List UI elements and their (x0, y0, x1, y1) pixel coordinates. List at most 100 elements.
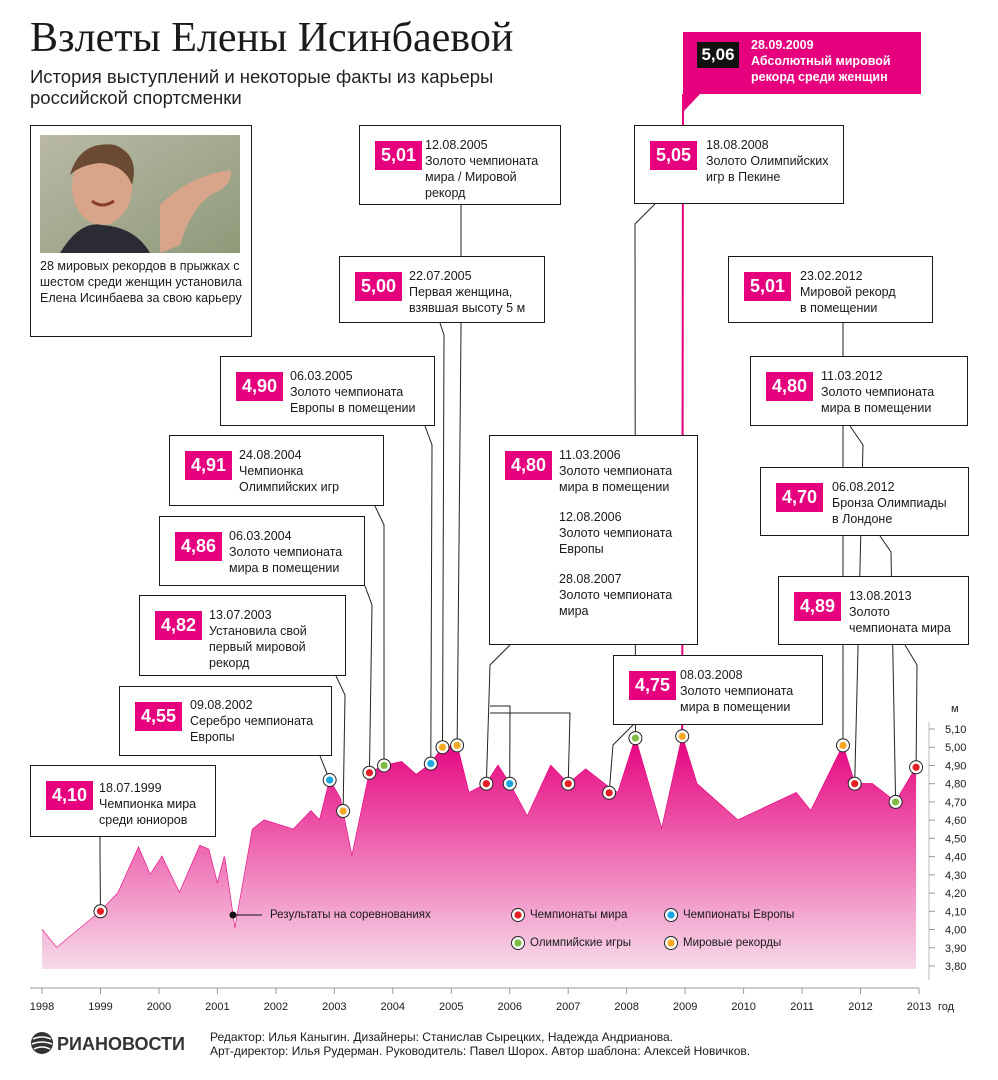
callout-text: мира (559, 604, 589, 618)
event-marker-fill (506, 780, 514, 788)
x-tick-label: 2006 (497, 1001, 521, 1013)
callout-date: 24.08.2004 (239, 448, 302, 462)
results-area (42, 736, 917, 969)
event-marker-fill (892, 798, 900, 806)
callout-date: 09.08.2002 (190, 698, 253, 712)
callout-text: Золото Олимпийских (706, 154, 829, 168)
x-tick-label: 2013 (907, 1001, 931, 1013)
page-subtitle: История выступлений и некоторые факты из… (30, 66, 494, 108)
callout-2008b: 5,05 18.08.2008 Золото Олимпийских игр в П… (634, 125, 844, 204)
y-tick-label: 4,70 (945, 797, 966, 809)
x-tick-label: 2007 (556, 1001, 580, 1013)
event-marker-fill (365, 769, 374, 777)
x-tick-label: 2009 (673, 1001, 697, 1013)
photo-caption: 28 мировых рекордов в прыжках с шестом с… (40, 259, 242, 305)
callout-text: чемпионата мира (849, 621, 951, 635)
callout-value: 5,05 (650, 141, 698, 170)
callout-date: 18.08.2008 (706, 138, 769, 152)
callout-text: в помещении (800, 301, 878, 315)
callout-1999: 4,10 18.07.1999 Чемпионка мира среди юниор… (30, 765, 216, 837)
callout-text: мира в помещении (559, 480, 670, 494)
callout-text: рекорд (425, 186, 466, 200)
connector-line (439, 322, 445, 748)
event-marker-fill (96, 907, 105, 915)
callout-2003: 4,82 13.07.2003 Установила свой первый мир… (139, 595, 346, 676)
callout-date: 06.08.2012 (832, 480, 895, 494)
callout-value: 5,01 (744, 272, 792, 301)
callout-date: 13.07.2003 (209, 608, 272, 622)
y-tick-label: 4,20 (945, 888, 966, 900)
callout-value: 4,86 (175, 532, 223, 561)
event-marker-fill (326, 776, 334, 784)
event-marker-fill (605, 789, 613, 797)
callout-2005b: 5,00 22.07.2005 Первая женщина, взявшая вы… (339, 256, 545, 323)
legend-european-championships: Чемпионаты Европы (683, 909, 795, 921)
callout-text: Европы (559, 542, 604, 556)
x-axis-unit: год (938, 1001, 955, 1013)
callout-text: Установила свой (209, 624, 307, 638)
y-tick-label: 4,00 (945, 925, 966, 937)
event-marker-fill (339, 807, 347, 815)
callout-text: Золото чемпионата (559, 588, 673, 602)
connector-line (879, 535, 897, 802)
callout-text: среди юниоров (99, 813, 188, 827)
callout-text: мира в помещении (821, 401, 932, 415)
connector-line (374, 505, 385, 766)
event-marker-fill (427, 760, 435, 768)
x-tick-label: 2011 (790, 1001, 814, 1013)
legend-results-dot (229, 911, 237, 919)
y-tick-label: 5,00 (945, 742, 966, 754)
callout-text: Золото чемпионата (680, 684, 794, 698)
callout-date: 28.09.2009 (751, 38, 814, 52)
legend-marker-record-fill (667, 939, 675, 947)
callout-text: Первая женщина, (409, 285, 513, 299)
callout-text: мира / Мировой (425, 170, 517, 184)
callout-value: 4,89 (794, 592, 842, 621)
callout-value: 4,75 (629, 671, 677, 700)
callout-value: 4,80 (505, 451, 553, 480)
event-marker-fill (631, 734, 640, 742)
x-tick-label: 2008 (614, 1001, 638, 1013)
event-marker-fill (912, 763, 920, 771)
callout-date: 08.03.2008 (680, 668, 743, 682)
legend-marker-world-fill (514, 911, 522, 919)
callout-connectors (99, 94, 918, 912)
x-tick-label: 2002 (264, 1001, 288, 1013)
connector-line (485, 644, 511, 784)
callout-date: 22.07.2005 (409, 269, 472, 283)
callout-date: 18.07.1999 (99, 781, 162, 795)
callout-text: Европы (190, 730, 235, 744)
x-tick-label: 2012 (848, 1001, 872, 1013)
callout-value: 4,80 (766, 372, 814, 401)
y-tick-label: 5,10 (945, 724, 966, 736)
callout-text: Чемпионка мира (99, 797, 197, 811)
y-tick-label: 4,60 (945, 815, 966, 827)
callout-text: Серебро чемпионата (190, 714, 314, 728)
callout-text: Золото чемпионата (821, 385, 935, 399)
callout-value: 4,70 (776, 483, 824, 512)
callout-text: рекорд среди женщин (751, 70, 888, 84)
legend-results: Результаты на соревнованиях (270, 909, 431, 921)
callout-value: 4,82 (155, 611, 203, 640)
x-tick-label: 2003 (322, 1001, 346, 1013)
y-tick-label: 4,50 (945, 833, 966, 845)
event-marker-fill (380, 761, 388, 770)
record-pointer (683, 94, 700, 112)
y-tick-label: 4,30 (945, 870, 966, 882)
callout-date: 06.03.2005 (290, 369, 353, 383)
callout-date: 23.02.2012 (800, 269, 863, 283)
callout-2012a: 5,01 23.02.2012 Мировой рекорд в помещении (728, 256, 933, 323)
callout-date: 28.08.2007 (559, 572, 622, 586)
callout-value: 5,00 (355, 272, 403, 301)
callout-text: Золото чемпионата (229, 545, 343, 559)
x-tick-label: 1998 (30, 1001, 54, 1013)
callout-2009-record: 5,06 28.09.2009 Абсолютный мировой рекорд … (683, 32, 921, 94)
connector-line (424, 425, 433, 764)
event-marker-fill (839, 741, 847, 750)
callout-2005a: 4,90 06.03.2005 Золото чемпионата Европы в… (220, 356, 435, 426)
y-tick-label: 4,10 (945, 906, 966, 918)
callout-text: Золото чемпионата (559, 526, 673, 540)
legend-marker-europe-fill (667, 911, 675, 919)
connector-line (849, 425, 864, 784)
callout-text: рекорд (209, 656, 250, 670)
